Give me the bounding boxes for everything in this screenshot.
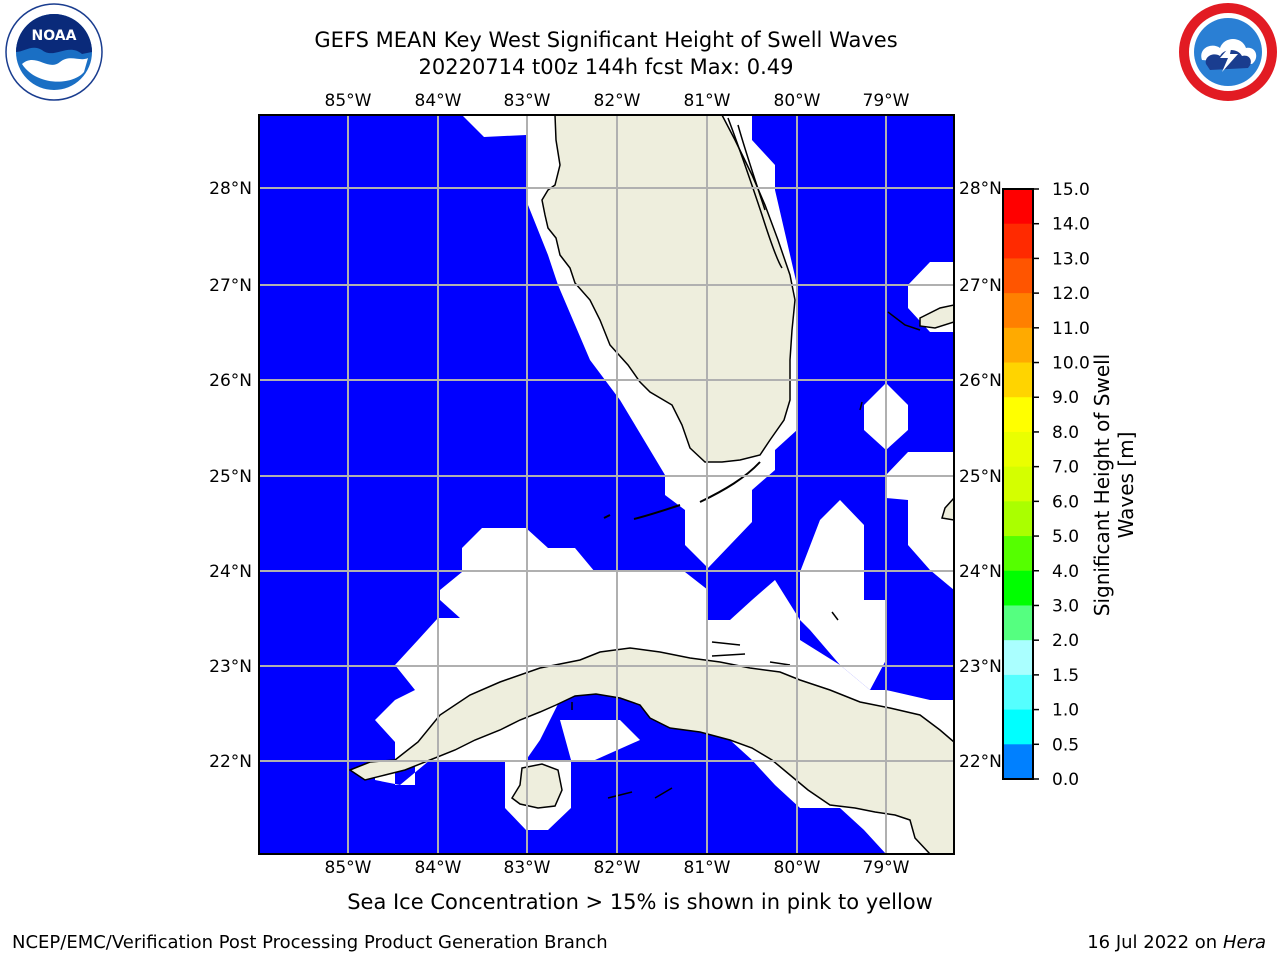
generation-date: 16 Jul 2022 on Hera (1087, 932, 1266, 953)
lon-label-top: 83°W (504, 91, 551, 111)
colorbar-swatch (1003, 223, 1033, 259)
lat-label-left: 28°N (209, 179, 252, 199)
lon-label-top: 84°W (415, 91, 462, 111)
isla-de-la-juventud (511, 763, 563, 809)
colorbar-tick-label: 10.0 (1052, 354, 1090, 374)
colorbar-tick-label: 1.0 (1052, 701, 1079, 721)
colorbar-tick-label: 14.0 (1052, 215, 1090, 235)
lon-label-top: 81°W (684, 91, 731, 111)
gridlines (259, 115, 954, 854)
colorbar: 15.0 14.0 13.0 12.0 11.0 10.0 9.0 8.0 7.0 6.0 5.0 4… (1002, 180, 1090, 790)
chart-subtitle: 20220714 t00z 144h fcst Max: 0.49 (418, 55, 794, 79)
lat-label-left: 23°N (209, 657, 252, 677)
colorbar-swatch (1003, 397, 1033, 433)
colorbar-swatch (1003, 327, 1033, 364)
lon-label-bottom: 84°W (415, 858, 462, 878)
colorbar-tick-label: 4.0 (1052, 562, 1079, 582)
lon-label-bottom: 82°W (594, 858, 641, 878)
lat-label-right: 26°N (959, 371, 1002, 391)
colorbar-tick-label: 2.0 (1052, 631, 1079, 651)
colorbar-tick-label: 13.0 (1052, 249, 1090, 269)
lat-label-right: 28°N (959, 179, 1002, 199)
sea-ice-note: Sea Ice Concentration > 15% is shown in … (347, 890, 933, 914)
colorbar-swatch (1003, 536, 1033, 572)
lat-label-left: 24°N (209, 562, 252, 582)
lat-label-right: 25°N (959, 467, 1002, 487)
colorbar-swatch (1003, 605, 1033, 641)
lon-label-bottom: 81°W (684, 858, 731, 878)
lat-label-right: 23°N (959, 657, 1002, 677)
lat-label-right: 24°N (959, 562, 1002, 582)
colorbar-tick-label: 6.0 (1052, 492, 1079, 512)
colorbar-swatch (1003, 744, 1033, 780)
national-weather-service-logo-icon (1179, 3, 1277, 101)
colorbar-swatch (1003, 709, 1033, 745)
lat-label-left: 27°N (209, 276, 252, 296)
cuba-landmass (348, 647, 954, 854)
colorbar-swatch (1003, 501, 1033, 537)
lon-label-top: 85°W (325, 91, 372, 111)
colorbar-swatch (1003, 258, 1033, 294)
lat-label-right: 22°N (959, 752, 1002, 772)
lon-label-bottom: 83°W (504, 858, 551, 878)
colorbar-swatch (1003, 640, 1033, 676)
lon-label-bottom: 80°W (774, 858, 821, 878)
colorbar-swatch (1003, 293, 1033, 329)
lat-label-left: 22°N (209, 752, 252, 772)
colorbar-tick-label: 5.0 (1052, 527, 1079, 547)
colorbar-tick-label: 8.0 (1052, 423, 1079, 443)
svg-text:NOAA: NOAA (32, 28, 77, 44)
florida-landmass (541, 115, 796, 463)
colorbar-tick-label: 9.0 (1052, 388, 1079, 408)
credit-text: NCEP/EMC/Verification Post Processing Pr… (12, 932, 608, 953)
colorbar-swatch (1003, 570, 1033, 606)
lon-label-bottom: 79°W (863, 858, 910, 878)
lon-label-top: 79°W (863, 91, 910, 111)
colorbar-tick-label: 3.0 (1052, 596, 1079, 616)
chart-title: GEFS MEAN Key West Significant Height of… (314, 28, 898, 52)
bahamas-islands (919, 304, 954, 521)
map-frame (258, 114, 955, 855)
colorbar-frame (1002, 188, 1034, 780)
colorbar-tick-label: 15.0 (1052, 180, 1090, 200)
lat-label-left: 26°N (209, 371, 252, 391)
colorbar-swatch (1003, 674, 1033, 711)
host-name: Hera (1222, 932, 1266, 953)
colorbar-label-line1: Significant Height of Swell (1090, 353, 1114, 617)
colorbar-tick-label: 0.0 (1052, 770, 1079, 790)
colorbar-swatch (1003, 362, 1033, 398)
date-prefix: 16 Jul 2022 on (1087, 932, 1223, 953)
lat-label-right: 27°N (959, 276, 1002, 296)
colorbar-swatch (1003, 466, 1033, 502)
lon-label-top: 80°W (774, 91, 821, 111)
colorbar-tick-label: 12.0 (1052, 284, 1090, 304)
colorbar-tick-label: 1.5 (1052, 666, 1079, 686)
noaa-logo-icon: NOAA (5, 3, 103, 101)
colorbar-tick-label: 11.0 (1052, 319, 1090, 339)
lat-label-left: 25°N (209, 467, 252, 487)
colorbar-label-line2: Waves [m] (1114, 431, 1138, 539)
colorbar-tick-label: 7.0 (1052, 458, 1079, 478)
lon-label-bottom: 85°W (325, 858, 372, 878)
lon-label-top: 82°W (594, 91, 641, 111)
colorbar-tick-label: 0.5 (1052, 735, 1079, 755)
colorbar-swatch (1003, 431, 1033, 468)
colorbar-swatch (1003, 189, 1033, 225)
